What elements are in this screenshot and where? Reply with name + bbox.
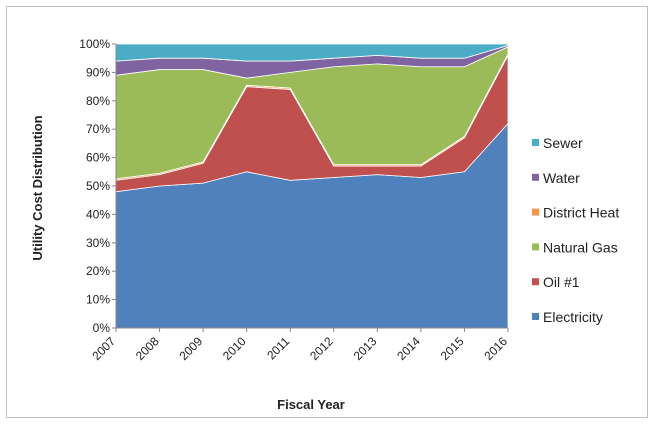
y-axis-title: Utility Cost Distribution <box>30 115 45 260</box>
y-tick-label: 70% <box>86 122 110 136</box>
legend-swatch <box>532 173 539 181</box>
y-tick-label: 100% <box>79 37 110 51</box>
legend-swatch <box>532 243 539 251</box>
x-tick-label: 2008 <box>133 334 162 363</box>
y-tick-label: 90% <box>86 65 110 79</box>
legend-item-oil-1: Oil #1 <box>532 274 580 290</box>
y-axis: 0% 10% 20% 30% 40% 50% 60% 70% 80% 90% 100% <box>79 37 117 335</box>
x-axis-title: Fiscal Year <box>277 397 345 412</box>
legend-swatch <box>532 278 539 286</box>
y-tick-label: 60% <box>86 151 110 165</box>
y-tick-label: 40% <box>86 207 110 221</box>
legend-label: Sewer <box>543 135 583 151</box>
x-tick-label: 2012 <box>307 334 336 363</box>
x-tick-label: 2011 <box>264 334 292 362</box>
legend-label: Water <box>543 170 580 186</box>
legend-item-electricity: Electricity <box>532 309 603 325</box>
x-tick-label: 2007 <box>89 334 118 363</box>
x-tick-label: 2015 <box>438 334 467 363</box>
legend: Sewer Water District Heat Natural Gas Oil #1… <box>532 135 619 325</box>
y-tick-label: 20% <box>86 264 110 278</box>
y-tick-label: 30% <box>86 236 110 250</box>
x-tick-label: 2010 <box>220 334 249 363</box>
legend-swatch <box>532 313 539 320</box>
y-tick-label: 50% <box>86 179 110 193</box>
legend-swatch <box>532 139 539 146</box>
legend-item-sewer: Sewer <box>532 135 583 151</box>
legend-swatch <box>532 208 539 216</box>
area-layer <box>115 43 509 329</box>
y-tick-label: 0% <box>93 321 111 335</box>
legend-label: Natural Gas <box>543 239 618 255</box>
legend-item-district-heat: District Heat <box>532 205 619 221</box>
y-tick-label: 80% <box>86 94 110 108</box>
x-tick-label: 2013 <box>351 334 380 363</box>
x-tick-label: 2014 <box>394 334 423 363</box>
area-sewer <box>115 43 509 62</box>
y-tick-label: 10% <box>86 293 110 307</box>
legend-item-water: Water <box>532 170 580 186</box>
legend-item-natural-gas: Natural Gas <box>532 239 618 255</box>
x-axis: 2007 2008 2009 2010 2011 2012 2013 2014 2015 2016 <box>89 327 510 363</box>
x-tick-label: 2009 <box>176 334 205 363</box>
x-tick-label: 2016 <box>481 334 510 363</box>
legend-label: Electricity <box>543 309 603 325</box>
legend-label: District Heat <box>543 205 619 221</box>
legend-label: Oil #1 <box>543 274 580 290</box>
